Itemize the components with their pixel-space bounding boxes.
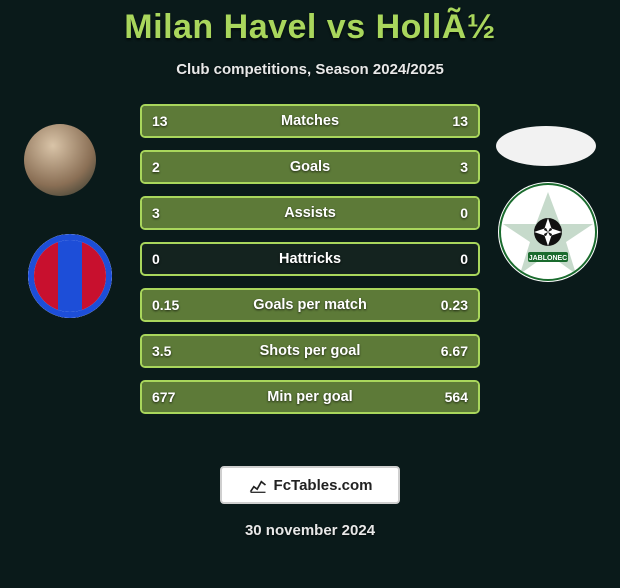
page-title: Milan Havel vs HollÃ½	[0, 8, 620, 47]
stat-row: 677Min per goal564	[140, 380, 480, 414]
stat-value-left: 677	[152, 389, 194, 405]
stat-row: 13Matches13	[140, 104, 480, 138]
stat-value-right: 0	[426, 251, 468, 267]
stat-row: 3.5Shots per goal6.67	[140, 334, 480, 368]
player-right-placeholder	[496, 126, 596, 166]
stat-value-right: 0	[426, 205, 468, 221]
stat-value-left: 2	[152, 159, 194, 175]
stat-row: 0Hattricks0	[140, 242, 480, 276]
stat-row: 0.15Goals per match0.23	[140, 288, 480, 322]
stat-value-right: 6.67	[426, 343, 468, 359]
stat-label: Matches	[194, 113, 426, 129]
page-subtitle: Club competitions, Season 2024/2025	[0, 61, 620, 78]
stat-label: Goals	[194, 159, 426, 175]
stat-label: Goals per match	[194, 297, 426, 313]
chart-icon	[248, 475, 268, 495]
date-label: 30 november 2024	[0, 522, 620, 539]
branding-badge[interactable]: FcTables.com	[220, 466, 400, 504]
stat-label: Hattricks	[194, 251, 426, 267]
club-left-logo	[28, 234, 112, 318]
branding-text: FcTables.com	[274, 477, 373, 494]
stat-value-left: 3.5	[152, 343, 194, 359]
stat-value-left: 0.15	[152, 297, 194, 313]
stat-value-left: 13	[152, 113, 194, 129]
stat-value-right: 564	[426, 389, 468, 405]
stat-row: 3Assists0	[140, 196, 480, 230]
stats-table: 13Matches132Goals33Assists00Hattricks00.…	[140, 104, 480, 414]
stat-value-right: 3	[426, 159, 468, 175]
stat-label: Shots per goal	[194, 343, 426, 359]
comparison-content: JABLONEC 13Matches132Goals33Assists00Hat…	[0, 104, 620, 444]
stat-value-right: 13	[426, 113, 468, 129]
stat-label: Min per goal	[194, 389, 426, 405]
club-right-logo: JABLONEC	[498, 182, 598, 282]
stat-label: Assists	[194, 205, 426, 221]
player-left-avatar	[24, 124, 96, 196]
stat-value-left: 3	[152, 205, 194, 221]
stat-value-right: 0.23	[426, 297, 468, 313]
stat-row: 2Goals3	[140, 150, 480, 184]
svg-text:JABLONEC: JABLONEC	[529, 255, 568, 262]
stat-value-left: 0	[152, 251, 194, 267]
